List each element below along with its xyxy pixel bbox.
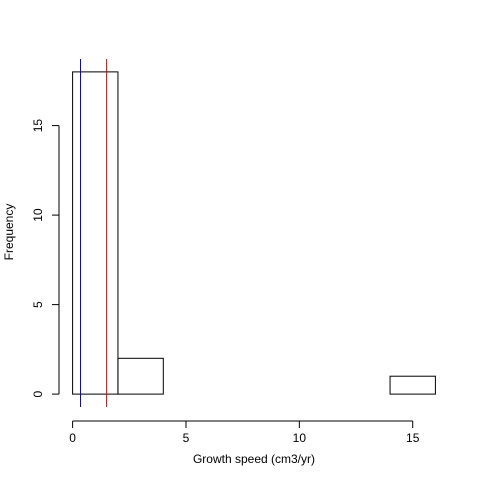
- x-tick-label: 5: [183, 431, 190, 445]
- y-axis: 0 5 10 15: [31, 119, 60, 397]
- x-tick-label: 10: [293, 431, 307, 445]
- x-axis: 0 5 10 15: [69, 420, 420, 445]
- reference-lines: [80, 59, 108, 407]
- x-tick-label: 15: [406, 431, 420, 445]
- y-tick-label: 10: [31, 208, 45, 222]
- y-tick-label: 5: [31, 301, 45, 308]
- x-tick-label: 0: [69, 431, 76, 445]
- histogram-bars: [72, 71, 436, 395]
- y-axis-label: Frequency: [2, 204, 16, 261]
- y-tick-label: 0: [31, 390, 45, 397]
- y-tick-label: 15: [31, 119, 45, 133]
- histogram-bar-1: [117, 357, 164, 395]
- histogram-bar-0: [72, 71, 119, 395]
- x-axis-label: Growth speed (cm3/yr): [193, 452, 315, 466]
- histogram-bar-7: [389, 375, 436, 395]
